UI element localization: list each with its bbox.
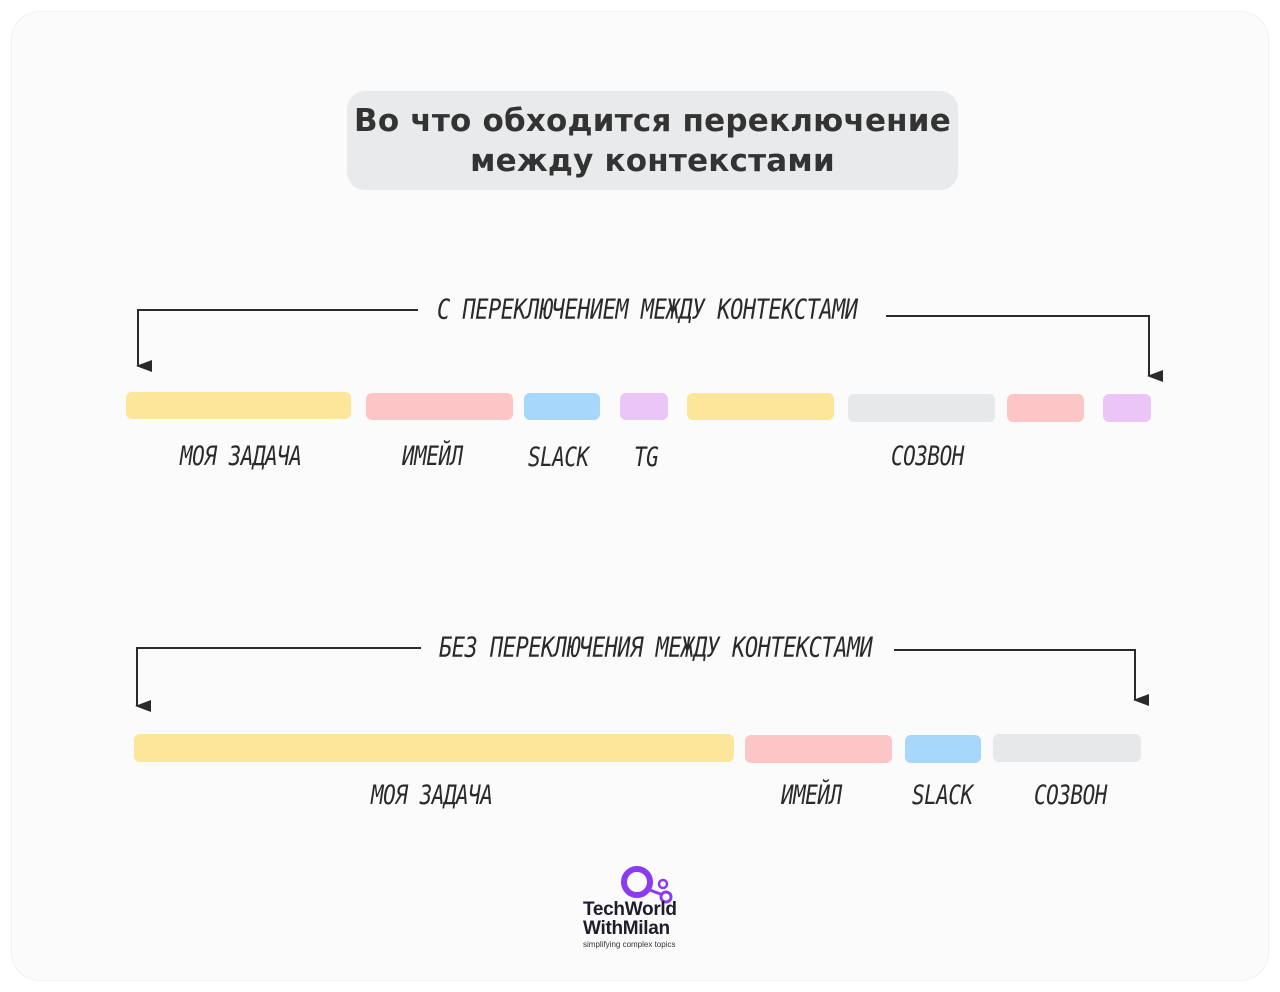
logo-mark-icon — [621, 866, 673, 904]
logo-name-line2: WithMilan — [583, 918, 670, 939]
segment-bar — [366, 393, 513, 420]
segment-bar — [1007, 394, 1084, 422]
segment-bar — [134, 734, 734, 762]
segment-bar — [905, 735, 981, 763]
segment-bar — [620, 393, 668, 420]
segment-label-slack: slack — [912, 780, 973, 810]
logo-tagline: simplifying complex topics — [583, 940, 676, 949]
left-arrow — [136, 309, 418, 372]
segment-bar — [993, 734, 1141, 762]
segment-label-call: созвон — [1034, 780, 1107, 810]
segment-bar — [1103, 394, 1151, 422]
diagram-title: Во что обходится переключение между конт… — [354, 102, 951, 179]
segment-label-tg: tg — [634, 442, 659, 472]
segment-label-task: моя задача — [371, 780, 493, 810]
logo-name-line1: TechWorld — [583, 899, 677, 920]
without-switching-label: без переключения между контекстами — [439, 632, 873, 665]
segment-label-email: имейл — [402, 441, 463, 471]
logo-name: TechWorld WithMilan — [583, 900, 677, 938]
right-arrow — [886, 315, 1163, 382]
brand-logo: TechWorld WithMilan simplifying complex … — [575, 862, 705, 954]
segment-bar — [524, 393, 600, 420]
segment-bar — [126, 392, 351, 419]
without-switching-bracket — [135, 647, 1149, 712]
segment-label-slack: slack — [528, 442, 589, 472]
right-arrow — [894, 649, 1149, 706]
segment-bar — [745, 735, 892, 763]
with-switching-bracket — [136, 309, 1163, 382]
segment-label-email: имейл — [781, 780, 842, 810]
segment-bar — [848, 394, 995, 422]
left-arrow — [135, 647, 421, 712]
segment-bar — [687, 393, 834, 420]
segment-label-call: созвон — [891, 441, 964, 471]
title-box: Во что обходится переключение между конт… — [347, 91, 958, 190]
segment-label-task: моя задача — [180, 441, 302, 471]
